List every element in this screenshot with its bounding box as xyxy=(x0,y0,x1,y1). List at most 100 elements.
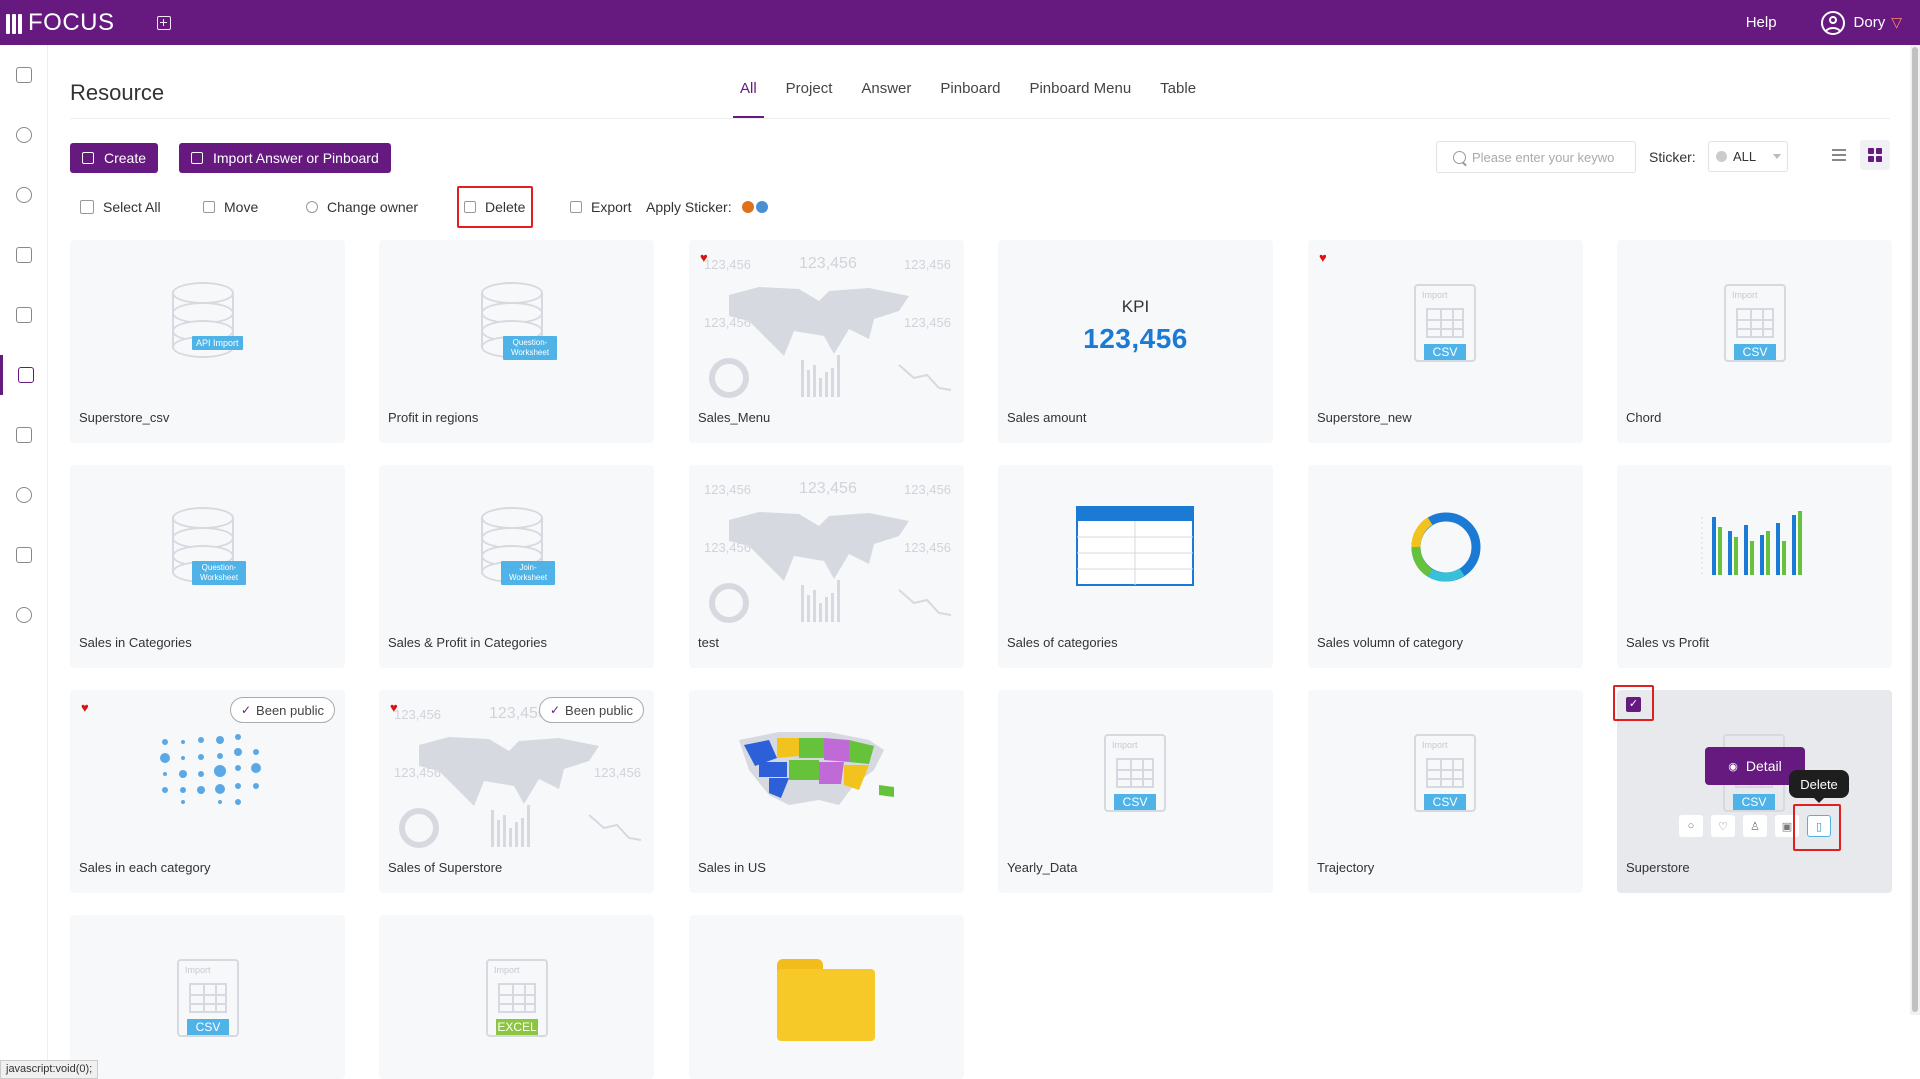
delete-button[interactable]: Delete xyxy=(464,199,525,215)
select-all-label: Select All xyxy=(103,199,161,215)
grid-view-icon[interactable] xyxy=(1860,140,1890,170)
card-title[interactable]: Chord xyxy=(1626,410,1662,425)
tab-table[interactable]: Table xyxy=(1160,80,1197,97)
search-box[interactable] xyxy=(1436,141,1636,173)
resource-card[interactable]: API Import Superstore_csv xyxy=(70,240,345,443)
tab-pinboard-menu[interactable]: Pinboard Menu xyxy=(1029,80,1132,97)
card-title[interactable]: Sales & Profit in Categories xyxy=(388,635,547,650)
import-button[interactable]: Import Answer or Pinboard xyxy=(179,143,391,173)
detail-button[interactable]: ◉ Detail xyxy=(1705,747,1805,785)
move-label: Move xyxy=(224,199,259,215)
user-name[interactable]: Dory xyxy=(1853,14,1886,31)
sidebar-search-icon[interactable] xyxy=(0,115,48,155)
svg-text:123,456: 123,456 xyxy=(394,707,441,722)
create-button[interactable]: Create xyxy=(70,143,159,173)
card-title[interactable]: Superstore xyxy=(1626,860,1690,875)
card-checkbox-checked[interactable]: ✓ xyxy=(1626,697,1641,712)
card-title[interactable]: Trajectory xyxy=(1317,860,1375,875)
card-title[interactable]: test xyxy=(698,635,719,650)
card-title[interactable]: Yearly_Data xyxy=(1007,860,1078,875)
sidebar-settings-icon[interactable] xyxy=(0,595,48,635)
card-title[interactable]: Superstore_new xyxy=(1317,410,1412,425)
card-title[interactable]: Sales of Superstore xyxy=(388,860,503,875)
list-view-icon[interactable] xyxy=(1832,149,1846,161)
card-title[interactable]: Sales amount xyxy=(1007,410,1087,425)
user-avatar-icon[interactable] xyxy=(1820,10,1845,35)
sidebar xyxy=(0,45,48,1079)
chevron-down-icon xyxy=(1773,154,1781,159)
search-input[interactable] xyxy=(1472,149,1632,165)
status-bar: javascript:void(0); xyxy=(0,1060,99,1079)
card-title[interactable]: Sales of categories xyxy=(1007,635,1118,650)
card-title[interactable]: Superstore_csv xyxy=(79,410,170,425)
pinboard-thumbnail: 123,456 123,456 123,456 123,456 123,456 xyxy=(704,255,952,398)
import-icon xyxy=(191,152,203,164)
heart-icon[interactable]: ♥ xyxy=(700,250,708,265)
resource-card[interactable]: Import CSV xyxy=(70,915,345,1079)
change-owner-button[interactable]: Change owner xyxy=(306,199,418,215)
card-title[interactable]: Sales_Menu xyxy=(698,410,771,425)
resource-card[interactable]: 123,456 123,456 123,456 123,456 123,456 … xyxy=(689,465,964,668)
search-icon[interactable]: ○ xyxy=(1679,815,1703,837)
sidebar-task-icon[interactable] xyxy=(0,415,48,455)
resource-card[interactable]: Import EXCEL xyxy=(379,915,654,1079)
vertical-scrollbar[interactable] xyxy=(1910,45,1920,1015)
resource-card[interactable]: Import CSV Yearly_Data xyxy=(998,690,1273,893)
card-title[interactable]: Sales in each category xyxy=(79,860,211,875)
sidebar-resource-icon[interactable] xyxy=(0,355,48,395)
resource-card[interactable]: Question-Worksheet Sales in Categories xyxy=(70,465,345,668)
heart-icon[interactable]: ♥ xyxy=(1319,250,1327,265)
resource-card[interactable]: Import CSV Chord xyxy=(1617,240,1892,443)
resource-card[interactable]: Question-Worksheet Profit in regions xyxy=(379,240,654,443)
heart-outline-icon[interactable]: ♡ xyxy=(1711,815,1735,837)
sticker-blue[interactable] xyxy=(755,201,768,213)
card-title[interactable]: Sales vs Profit xyxy=(1626,635,1710,650)
sticker-select[interactable]: ALL xyxy=(1708,141,1788,172)
sticker-value: ALL xyxy=(1733,149,1757,164)
sticker-orange[interactable] xyxy=(741,201,754,213)
heart-icon[interactable]: ♥ xyxy=(81,700,89,715)
resource-card[interactable]: Join-Worksheet Sales & Profit in Categor… xyxy=(379,465,654,668)
new-tab-icon[interactable] xyxy=(156,15,171,30)
sidebar-table-icon[interactable] xyxy=(0,295,48,335)
user-icon xyxy=(306,201,318,213)
card-title[interactable]: Sales volumn of category xyxy=(1317,635,1463,650)
svg-text:123,456: 123,456 xyxy=(904,257,951,272)
resource-card[interactable]: ♥ 123,456 123,456 123,456 123,456 123,45… xyxy=(689,240,964,443)
delete-highlight xyxy=(457,186,533,228)
resource-card[interactable]: ♥ Import CSV Superstore_new xyxy=(1308,240,1583,443)
sidebar-home-icon[interactable] xyxy=(0,55,48,95)
move-button[interactable]: Move xyxy=(203,199,258,215)
sidebar-help-icon[interactable] xyxy=(0,175,48,215)
resource-card[interactable]: ♥ ✓ Been public Sales in each category xyxy=(70,690,345,893)
sidebar-pinboard-icon[interactable] xyxy=(0,235,48,275)
tab-pinboard[interactable]: Pinboard xyxy=(940,80,1001,97)
sidebar-monitor-icon[interactable] xyxy=(0,535,48,575)
resource-card[interactable]: Sales volumn of category xyxy=(1308,465,1583,668)
card-title[interactable]: Profit in regions xyxy=(388,410,479,425)
focus-logo[interactable]: FOCUS xyxy=(6,9,115,37)
user-icon[interactable]: ♙ xyxy=(1743,815,1767,837)
move-icon xyxy=(203,201,215,213)
sidebar-user-icon[interactable] xyxy=(0,475,48,515)
tab-all[interactable]: All xyxy=(733,80,764,118)
resource-card[interactable]: KPI 123,456 Sales amount xyxy=(998,240,1273,443)
select-all[interactable]: Select All xyxy=(80,199,161,215)
trash-icon[interactable]: ▯ xyxy=(1807,815,1831,837)
card-title[interactable]: Sales in Categories xyxy=(79,635,192,650)
resource-card-selected[interactable]: CSV ◉ Detail ○ ♡ ♙ ▣ ▯ Superstore xyxy=(1617,690,1892,893)
export-button[interactable]: Export xyxy=(570,199,631,215)
tab-answer[interactable]: Answer xyxy=(861,80,912,97)
us-map-thumbnail xyxy=(739,732,894,805)
heart-icon[interactable]: ♥ xyxy=(390,700,398,715)
card-title[interactable]: Sales in US xyxy=(698,860,766,875)
help-link[interactable]: Help xyxy=(1745,14,1777,31)
resource-card[interactable]: Sales of categories xyxy=(998,465,1273,668)
resource-card[interactable]: ♥ 123,456 123,456 123,456 123,456 ✓ Been … xyxy=(379,690,654,893)
tab-project[interactable]: Project xyxy=(785,80,833,97)
resource-card[interactable]: Import CSV Trajectory xyxy=(1308,690,1583,893)
resource-card[interactable]: Sales in US xyxy=(689,690,964,893)
resource-card[interactable]: Sales vs Profit xyxy=(1617,465,1892,668)
select-all-checkbox[interactable] xyxy=(80,200,94,214)
resource-card[interactable] xyxy=(689,915,964,1079)
